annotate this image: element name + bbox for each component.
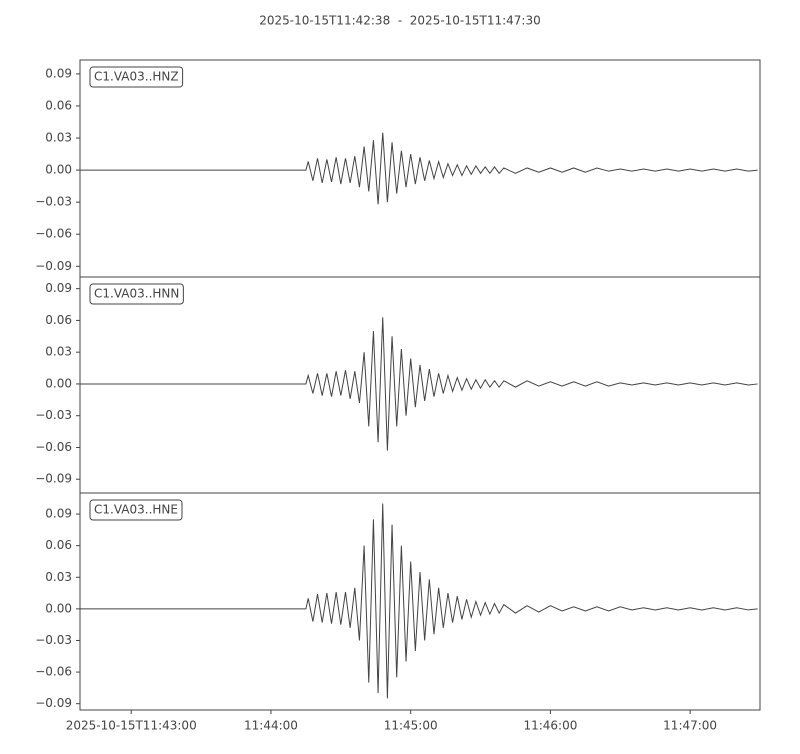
y-tick-label: 0.09 — [45, 507, 72, 521]
y-tick-label: 0.06 — [45, 313, 72, 327]
y-tick-label: −0.03 — [35, 408, 72, 422]
y-tick-label: −0.09 — [35, 259, 72, 273]
waveform — [80, 317, 758, 451]
x-tick-label: 11:45:00 — [384, 719, 438, 733]
y-tick-label: −0.06 — [35, 440, 72, 454]
waveform — [80, 132, 758, 205]
plot-frame — [79, 59, 761, 278]
x-tick-label: 2025-10-15T11:43:00 — [66, 719, 197, 733]
y-tick-label: −0.03 — [35, 633, 72, 647]
y-tick-label: 0.06 — [45, 98, 72, 112]
y-tick-label: 0.09 — [45, 66, 72, 80]
y-tick-label: −0.09 — [35, 472, 72, 486]
legend-label: C1.VA03..HNZ — [94, 70, 179, 84]
y-tick-label: 0.00 — [45, 376, 72, 390]
chart-title: 2025-10-15T11:42:38 - 2025-10-15T11:47:3… — [259, 14, 541, 28]
plot-frame — [79, 492, 761, 711]
y-tick-label: 0.09 — [45, 281, 72, 295]
legend-box — [89, 66, 184, 88]
legend-box — [89, 499, 183, 521]
legend-label: C1.VA03..HNE — [94, 503, 178, 517]
y-tick-label: −0.09 — [35, 696, 72, 710]
x-tick-label: 11:47:00 — [663, 719, 717, 733]
y-tick-label: −0.03 — [35, 195, 72, 209]
y-tick-label: 0.06 — [45, 538, 72, 552]
legend-box — [89, 283, 184, 305]
legend-label: C1.VA03..HNN — [94, 287, 179, 301]
y-tick-label: 0.00 — [45, 163, 72, 177]
y-tick-label: −0.06 — [35, 227, 72, 241]
y-tick-label: 0.00 — [45, 601, 72, 615]
waveform — [80, 503, 758, 699]
y-tick-label: 0.03 — [45, 345, 72, 359]
y-tick-label: 0.03 — [45, 131, 72, 145]
y-tick-label: −0.06 — [35, 665, 72, 679]
x-tick-label: 11:44:00 — [244, 719, 298, 733]
y-tick-label: 0.03 — [45, 570, 72, 584]
x-tick-label: 11:46:00 — [523, 719, 577, 733]
